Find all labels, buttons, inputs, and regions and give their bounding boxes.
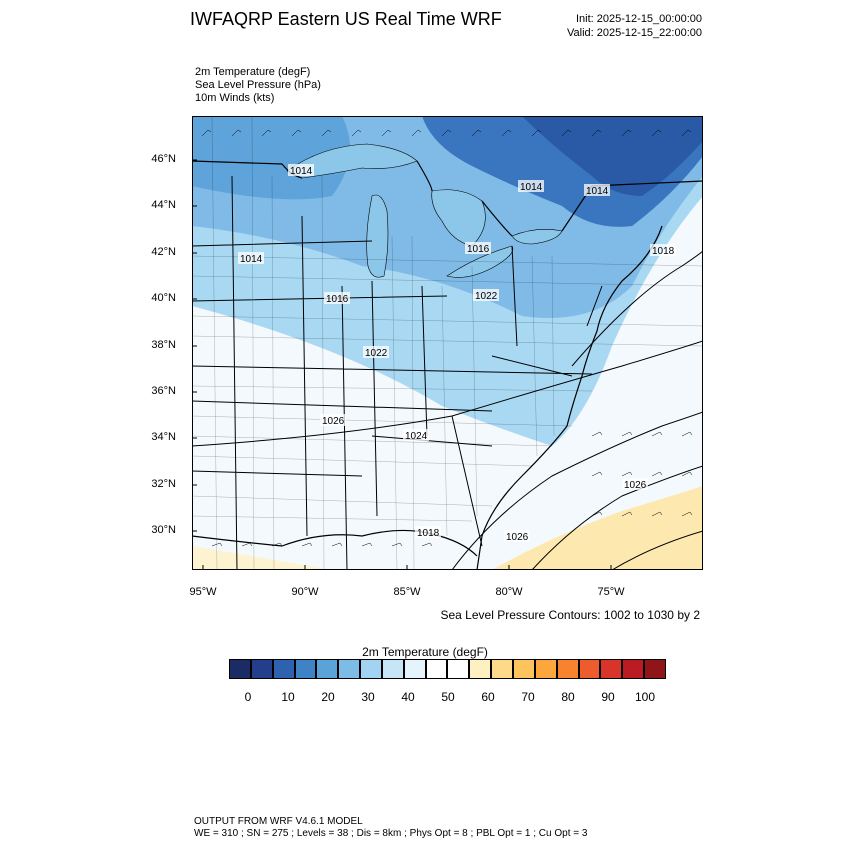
colorbar-tick: 20 xyxy=(321,690,335,704)
latitude-label: 42°N xyxy=(151,246,176,258)
colorbar-swatch xyxy=(294,659,317,679)
pressure-label: 1014 xyxy=(520,182,543,193)
latitude-label: 36°N xyxy=(151,385,176,397)
pressure-label: 1022 xyxy=(475,291,498,302)
pressure-label: 1024 xyxy=(405,431,428,442)
field-label-winds: 10m Winds (kts) xyxy=(195,92,275,104)
lake-superior xyxy=(286,143,418,179)
colorbar-title: 2m Temperature (degF) xyxy=(362,645,488,659)
field-label-pressure: Sea Level Pressure (hPa) xyxy=(195,79,321,91)
colorbar-tick: 0 xyxy=(244,690,252,704)
colorbar-swatch xyxy=(600,659,623,679)
temperature-field-warm-gulf xyxy=(192,546,332,570)
latitude-label: 38°N xyxy=(151,339,176,351)
colorbar-swatch xyxy=(469,659,492,679)
colorbar-tick: 90 xyxy=(601,690,615,704)
latitude-label: 40°N xyxy=(151,292,176,304)
colorbar-tick: 30 xyxy=(361,690,375,704)
colorbar-swatch xyxy=(403,659,426,679)
state-borders xyxy=(192,175,603,570)
colorbar-swatch xyxy=(229,659,251,679)
colorbar-swatch xyxy=(491,659,513,679)
colorbar-swatch xyxy=(534,659,557,679)
colorbar-tick: 60 xyxy=(481,690,495,704)
footer-config: WE = 310 ; SN = 275 ; Levels = 38 ; Dis … xyxy=(194,828,588,839)
latitude-label: 30°N xyxy=(151,524,176,536)
colorbar-swatch xyxy=(578,659,601,679)
colorbar-swatch xyxy=(316,659,339,679)
field-label-temperature: 2m Temperature (degF) xyxy=(195,66,311,78)
pressure-label: 1014 xyxy=(290,166,313,177)
colorbar-swatch xyxy=(425,659,448,679)
temperature-field-coldest xyxy=(522,116,703,196)
colorbar-tick: 50 xyxy=(441,690,455,704)
colorbar-swatch xyxy=(447,659,470,679)
latitude-label: 34°N xyxy=(151,431,176,443)
colorbar-swatch xyxy=(360,659,382,679)
axis-ticks xyxy=(192,159,612,570)
pressure-label: 1014 xyxy=(586,186,609,197)
colorbar-swatch xyxy=(512,659,535,679)
county-lines xyxy=(192,116,703,570)
temperature-colorbar xyxy=(229,659,666,679)
temperature-field-cold-west xyxy=(192,116,350,200)
valid-time: Valid: 2025-12-15_22:00:00 xyxy=(567,27,702,39)
pressure-label: 1026 xyxy=(624,480,647,491)
latitude-label: 46°N xyxy=(151,153,176,165)
lake-michigan xyxy=(366,194,389,278)
map-frame xyxy=(192,116,703,570)
pressure-label: 1022 xyxy=(365,348,388,359)
colorbar-tick: 70 xyxy=(521,690,535,704)
pressure-label: 1018 xyxy=(417,528,440,539)
lake-ontario xyxy=(511,229,563,245)
colorbar-swatch xyxy=(381,659,404,679)
contour-note: Sea Level Pressure Contours: 1002 to 103… xyxy=(440,608,701,622)
isobars xyxy=(192,250,703,570)
init-time: Init: 2025-12-15_00:00:00 xyxy=(576,13,702,25)
colorbar-swatch xyxy=(338,659,361,679)
pressure-label: 1026 xyxy=(506,532,529,543)
colorbar-tick: 80 xyxy=(561,690,575,704)
longitude-label: 75°W xyxy=(597,586,625,598)
latitude-label: 32°N xyxy=(151,478,176,490)
plot-title: IWFAQRP Eastern US Real Time WRF xyxy=(190,9,502,29)
longitude-label: 90°W xyxy=(291,586,319,598)
pressure-labels: 1014 1014 1014 1014 1016 1016 1018 1018 … xyxy=(238,164,676,543)
colorbar-swatch xyxy=(250,659,273,679)
colorbar-tick: 40 xyxy=(401,690,415,704)
pressure-label: 1018 xyxy=(652,246,675,257)
wind-barbs xyxy=(201,129,693,547)
colorbar-tick: 100 xyxy=(634,690,656,704)
longitude-label: 80°W xyxy=(495,586,523,598)
pressure-label: 1016 xyxy=(326,294,349,305)
colorbar-tick: 10 xyxy=(281,690,295,704)
temperature-field-warm xyxy=(492,486,703,570)
weather-map: 1014 1014 1014 1014 1016 1016 1018 1018 … xyxy=(192,116,703,570)
colorbar-swatch xyxy=(644,659,666,679)
colorbar-swatch xyxy=(622,659,645,679)
pressure-label: 1016 xyxy=(467,244,490,255)
colorbar-swatch xyxy=(272,659,295,679)
pressure-label: 1014 xyxy=(240,254,263,265)
footer-model: OUTPUT FROM WRF V4.6.1 MODEL xyxy=(194,816,363,827)
longitude-label: 85°W xyxy=(393,586,421,598)
colorbar-swatch xyxy=(556,659,579,679)
pressure-label: 1026 xyxy=(322,416,345,427)
latitude-label: 44°N xyxy=(151,199,176,211)
gulf-coastline xyxy=(192,529,478,557)
atlantic-coastline xyxy=(476,225,663,570)
longitude-label: 95°W xyxy=(189,586,217,598)
